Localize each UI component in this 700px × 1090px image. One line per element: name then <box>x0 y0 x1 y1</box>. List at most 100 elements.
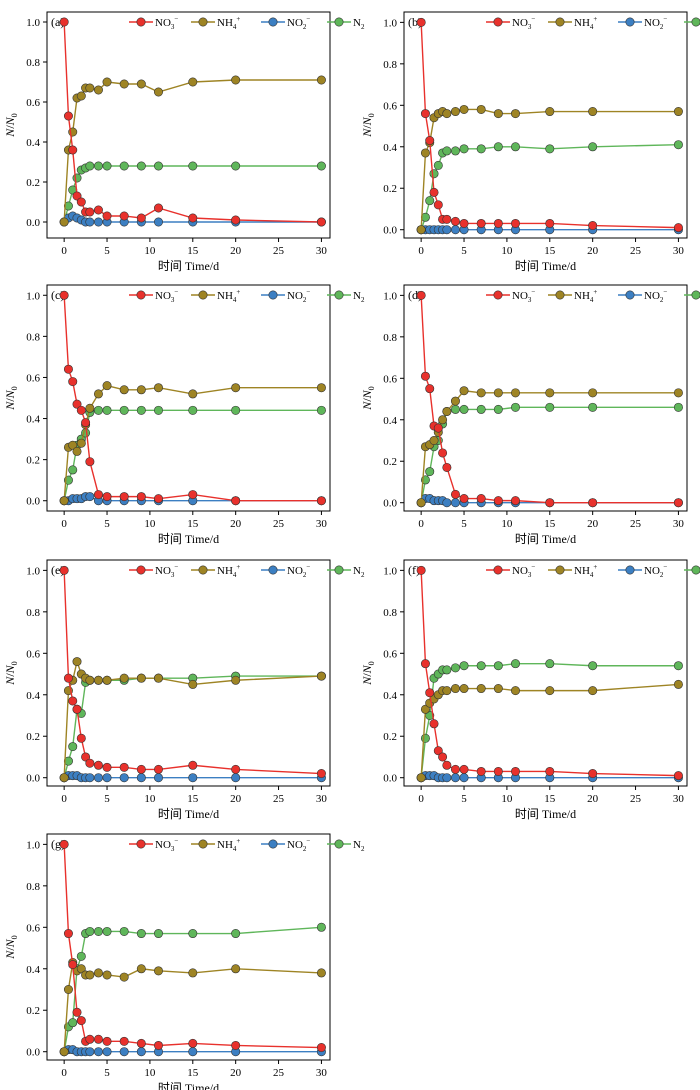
plot-frame <box>46 559 331 787</box>
y-tick-label: 0.4 <box>26 137 40 149</box>
y-tick-label: 1.0 <box>26 839 40 851</box>
data-point-nh4 <box>673 679 683 689</box>
x-tick-label: 15 <box>544 793 556 805</box>
data-point-n2 <box>102 405 112 415</box>
data-point-nh4 <box>102 77 112 87</box>
legend-marker-no3 <box>136 290 146 300</box>
data-point-no2 <box>93 773 103 783</box>
data-point-no3 <box>153 1040 163 1050</box>
y-tick-label: 0.2 <box>383 456 397 468</box>
y-tick-label: 0.0 <box>383 225 397 237</box>
data-point-n2 <box>673 402 683 412</box>
data-point-no3 <box>588 221 598 231</box>
data-point-no3 <box>493 218 503 228</box>
x-tick-label: 0 <box>418 793 424 805</box>
x-axis-title: 时间 Time/d <box>515 532 576 546</box>
y-tick-label: 1.0 <box>26 290 40 302</box>
legend-label-nh4: NH4+ <box>217 563 240 579</box>
y-tick-label: 0.0 <box>383 773 397 785</box>
data-point-nh4 <box>136 964 146 974</box>
panel-label: (a) <box>51 15 64 29</box>
x-tick-label: 5 <box>104 245 110 257</box>
series-line-nh4 <box>420 683 679 778</box>
data-point-nh4 <box>59 217 69 227</box>
data-point-n2 <box>459 144 469 154</box>
data-point-nh4 <box>231 675 241 685</box>
data-point-nh4 <box>63 985 73 995</box>
data-point-n2 <box>136 161 146 171</box>
data-point-n2 <box>545 402 555 412</box>
data-point-n2 <box>188 405 198 415</box>
data-point-nh4 <box>316 968 326 978</box>
x-tick-label: 10 <box>501 245 513 257</box>
data-point-n2 <box>102 161 112 171</box>
x-tick-label: 20 <box>230 518 242 530</box>
legend-marker-nh4 <box>555 17 565 27</box>
x-axis-title: 时间 Time/d <box>158 532 219 546</box>
data-point-nh4 <box>119 385 129 395</box>
data-point-no2 <box>450 773 460 783</box>
x-axis-title: 时间 Time/d <box>515 807 576 821</box>
data-point-n2 <box>102 926 112 936</box>
data-point-nh4 <box>588 686 598 696</box>
data-point-n2 <box>316 405 326 415</box>
data-point-no2 <box>450 498 460 508</box>
data-point-no3 <box>59 839 69 849</box>
legend-marker-n2 <box>334 290 344 300</box>
data-point-no3 <box>588 769 598 779</box>
x-tick-label: 25 <box>273 518 285 530</box>
data-point-n2 <box>153 161 163 171</box>
data-point-n2 <box>510 659 520 669</box>
data-point-nh4 <box>510 109 520 119</box>
data-point-nh4 <box>153 383 163 393</box>
data-point-no3 <box>425 136 435 146</box>
legend-marker-n2 <box>691 17 700 27</box>
data-point-nh4 <box>72 657 82 667</box>
legend-label-n2: N2 <box>353 17 365 31</box>
data-point-no3 <box>102 492 112 502</box>
legend-label-no3: NO3− <box>155 15 178 31</box>
legend-label-no2: NO2− <box>287 288 310 304</box>
series-line-n2 <box>63 409 322 501</box>
data-point-n2 <box>153 405 163 415</box>
data-point-nh4 <box>673 388 683 398</box>
data-point-no3 <box>510 766 520 776</box>
data-point-no3 <box>420 109 430 119</box>
plot-frame <box>46 11 331 239</box>
data-point-no3 <box>76 733 86 743</box>
data-point-no3 <box>459 218 469 228</box>
legend-label-n2: N2 <box>353 839 365 853</box>
data-point-no3 <box>68 696 78 706</box>
data-point-nh4 <box>153 673 163 683</box>
data-point-nh4 <box>188 389 198 399</box>
legend-marker-no3 <box>136 17 146 27</box>
y-tick-label: 0.4 <box>383 142 397 154</box>
data-point-no2 <box>85 773 95 783</box>
data-point-nh4 <box>420 148 430 158</box>
legend-marker-no2 <box>268 17 278 27</box>
legend-label-n2: N2 <box>353 290 365 304</box>
data-point-nh4 <box>459 386 469 396</box>
legend-label-no2: NO2− <box>287 563 310 579</box>
data-point-no2 <box>136 773 146 783</box>
y-axis-title: N/N0 <box>360 386 376 410</box>
legend-label-nh4: NH4+ <box>217 288 240 304</box>
data-point-nh4 <box>85 83 95 93</box>
legend-marker-nh4 <box>555 290 565 300</box>
data-point-nh4 <box>59 1047 69 1057</box>
data-point-no3 <box>231 764 241 774</box>
data-point-nh4 <box>476 388 486 398</box>
plot-frame <box>403 559 688 787</box>
data-point-n2 <box>476 144 486 154</box>
y-tick-label: 0.0 <box>383 498 397 510</box>
y-tick-label: 0.8 <box>26 57 40 69</box>
data-point-nh4 <box>442 406 452 416</box>
y-tick-label: 0.4 <box>383 415 397 427</box>
data-point-no3 <box>442 462 452 472</box>
data-point-no3 <box>76 405 86 415</box>
data-point-no3 <box>493 766 503 776</box>
data-point-no3 <box>493 496 503 506</box>
x-tick-label: 0 <box>61 518 67 530</box>
data-point-no3 <box>673 498 683 508</box>
data-point-no3 <box>231 215 241 225</box>
